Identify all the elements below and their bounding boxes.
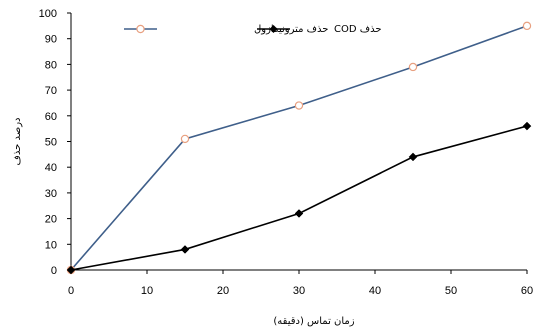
data-point [522, 21, 532, 31]
legend: حذف مترونیدازول حذف COD [124, 24, 382, 35]
y-tick-label: 100 [39, 8, 57, 20]
data-point [294, 101, 304, 110]
legend-marker [269, 25, 278, 33]
legend-item: حذف مترونیدازول [124, 24, 328, 35]
axes [70, 13, 527, 271]
x-tick-label: 50 [445, 285, 457, 297]
legend-marker [136, 24, 145, 34]
y-tick-label: 90 [45, 34, 57, 46]
y-tick-label: 0 [51, 265, 57, 277]
y-tick-label: 60 [45, 111, 57, 123]
x-tick-label: 30 [293, 285, 305, 297]
x-tick-label: 40 [369, 285, 381, 297]
series-line [70, 125, 528, 271]
data-point [180, 134, 190, 144]
data-point [294, 209, 304, 218]
data-point [522, 121, 532, 131]
x-tick-label: 10 [141, 285, 153, 297]
data-point [408, 62, 418, 72]
y-tick-label: 40 [45, 162, 57, 174]
x-tick-label: 60 [521, 285, 533, 297]
x-tick-label: 20 [217, 285, 229, 297]
ticks: 0 10 20 30 40 50 60 70 80 90 100 0 10 20 30 40 50 60 [39, 8, 533, 297]
x-axis-title: زمان تماس (دقیقه) [273, 316, 354, 327]
data-point [408, 152, 418, 162]
y-tick-label: 80 [45, 59, 57, 71]
y-tick-label: 70 [45, 85, 57, 97]
x-tick-label: 0 [68, 285, 74, 297]
series-1 [66, 121, 532, 275]
data-point [180, 245, 190, 254]
series-0 [66, 21, 532, 275]
y-tick-label: 50 [45, 137, 57, 149]
legend-label: حذف COD [334, 24, 382, 35]
series [66, 21, 532, 275]
data-point [66, 265, 76, 275]
y-axis-title: درصد حذف [12, 118, 23, 166]
legend-item: حذف COD [257, 24, 382, 35]
series-line [70, 25, 528, 271]
y-tick-label: 30 [45, 188, 57, 200]
y-tick-label: 20 [45, 214, 57, 226]
y-tick-label: 10 [45, 239, 57, 251]
legend-label: حذف مترونیدازول [254, 24, 328, 35]
